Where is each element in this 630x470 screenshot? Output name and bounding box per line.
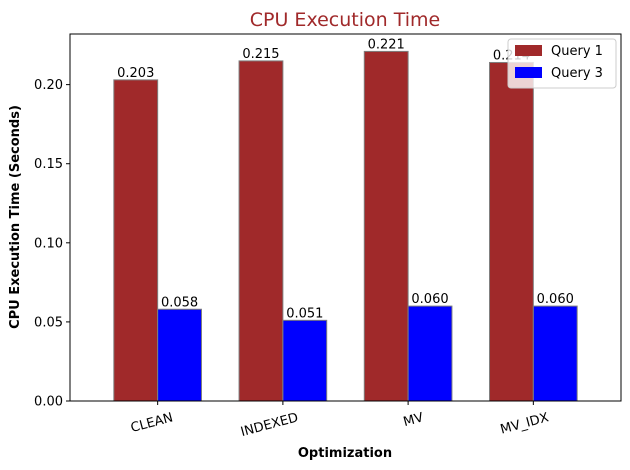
x-axis: CLEAN INDEXED MV MV_IDX: [129, 401, 550, 440]
data-label-query-3-indexed: 0.051: [286, 306, 323, 321]
bar-query-3-mv: [407, 305, 453, 402]
bar-query-3-clean: [157, 308, 202, 402]
chart-title: CPU Execution Time: [250, 9, 440, 31]
y-tick-label: 0.20: [34, 78, 63, 93]
legend-swatch-query-1: [515, 45, 542, 56]
x-axis-title: Optimization: [298, 446, 392, 461]
bar-query-3-indexed: [282, 319, 328, 402]
bar-query-1-mv-idx: [489, 61, 534, 402]
data-label-query-1-mv: 0.221: [368, 37, 405, 52]
y-axis-title: CPU Execution Time (Seconds): [8, 105, 23, 329]
legend-label-query-1: Query 1: [551, 44, 603, 59]
y-tick-label: 0.05: [34, 315, 63, 330]
y-tick-label: 0.15: [34, 157, 63, 172]
y-axis: 0.00 0.05 0.10 0.15 0.20: [34, 78, 70, 410]
data-label-query-3-mv-idx: 0.060: [537, 292, 574, 307]
legend: Query 1 Query 3: [507, 38, 617, 89]
data-label-query-3-clean: 0.058: [161, 295, 198, 310]
bar-query-1-mv: [363, 50, 409, 402]
x-tick-label: CLEAN: [129, 410, 175, 436]
bar-query-1-clean: [113, 79, 159, 402]
legend-swatch-query-3: [515, 67, 542, 78]
plot-area-frame: [69, 33, 622, 402]
bar-query-1-indexed: [238, 60, 284, 402]
x-tick-label: INDEXED: [239, 410, 300, 440]
y-tick-label: 0.10: [34, 236, 63, 251]
bars-layer: [113, 50, 578, 402]
data-label-query-3-mv: 0.060: [411, 292, 448, 307]
x-tick-label: MV: [402, 410, 425, 430]
legend-label-query-3: Query 3: [551, 66, 603, 81]
data-label-query-1-clean: 0.203: [117, 66, 154, 81]
data-label-query-1-indexed: 0.215: [242, 47, 279, 62]
bar-query-3-mv-idx: [532, 305, 578, 402]
y-tick-label: 0.00: [34, 395, 63, 410]
x-tick-label: MV_IDX: [499, 410, 551, 437]
